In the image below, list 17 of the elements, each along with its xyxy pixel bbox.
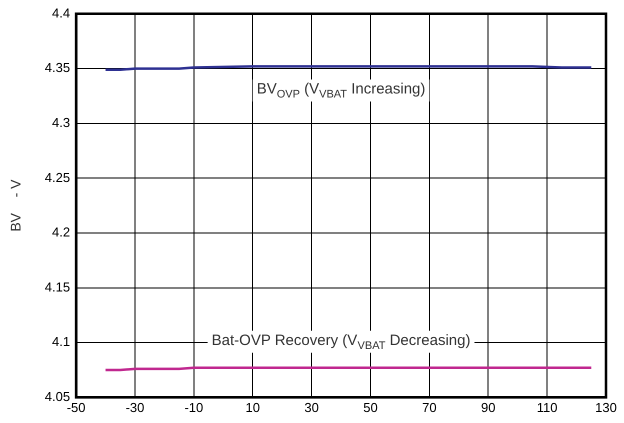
x-tick-label: 130 [595, 400, 617, 415]
x-tick-label: 50 [363, 400, 378, 415]
x-tick-label: 90 [481, 400, 496, 415]
x-tick-label: 10 [246, 400, 260, 415]
y-tick-label: 4.1 [52, 334, 70, 350]
x-tick-label: -30 [126, 400, 144, 415]
y-tick-label: 4.4 [52, 5, 70, 20]
y-tick-label: 4.2 [52, 224, 70, 240]
x-tick-label: 70 [422, 400, 437, 415]
y-tick-label: 4.15 [44, 279, 70, 294]
y-axis-title: BV - V [7, 178, 24, 232]
x-tick-label: 110 [536, 400, 558, 415]
x-tick-label: -10 [184, 400, 204, 415]
y-tick-label: 4.3 [52, 114, 70, 130]
y-tick-label: 4.35 [44, 60, 70, 76]
y-tick-label: 4.25 [44, 170, 70, 185]
x-tick-label: 30 [304, 400, 319, 415]
